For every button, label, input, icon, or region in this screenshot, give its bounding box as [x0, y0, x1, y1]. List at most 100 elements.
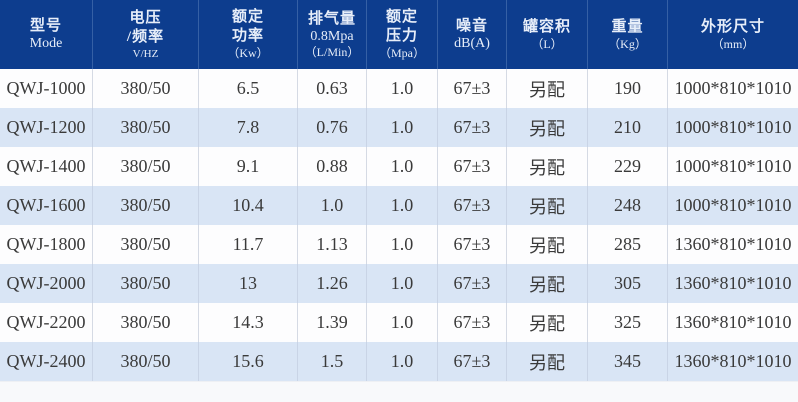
table-cell: 345	[588, 342, 668, 381]
header-line: 排气量	[307, 10, 356, 27]
table-cell: 67±3	[438, 264, 507, 303]
table-cell: 67±3	[438, 303, 507, 342]
table-header-row: 型号 Mode 电压/频率 V/HZ 额定 功率 （Kw） 排气量 0.8Mpa （L/Min）额…	[0, 0, 798, 69]
table-cell: 380/50	[93, 147, 199, 186]
table-cell: 另配	[507, 108, 588, 147]
table-cell: 另配	[507, 69, 588, 108]
table-cell: 另配	[507, 303, 588, 342]
table-cell: 1000*810*1010	[674, 195, 792, 215]
table-cell: 380/50	[93, 186, 199, 225]
table-row: QWJ-1000 380/50 6.5 0.63 1.0 67±3 另配 190 1000*81…	[0, 69, 798, 108]
header-line: （L/Min）	[304, 44, 360, 59]
table-cell: 285	[588, 225, 668, 264]
header-line: （Kw）	[227, 46, 269, 60]
table-cell: 另配	[507, 186, 588, 225]
table-cell: 1360*810*1010	[674, 351, 792, 371]
header-line: （Mpa）	[379, 46, 425, 60]
table-cell: QWJ-2200	[0, 303, 93, 342]
table-cell: 0.76	[298, 108, 367, 147]
header-line: （mm）	[711, 36, 755, 51]
table-cell: 7.8	[199, 108, 298, 147]
table-row: QWJ-1800 380/50 11.7 1.13 1.0 67±3 另配 285 1360*8…	[0, 225, 798, 264]
table-cell: 1.13	[298, 225, 367, 264]
table-cell: QWJ-1400	[0, 147, 93, 186]
table-cell: 14.3	[199, 303, 298, 342]
header-line: 罐容积	[522, 18, 571, 35]
table-cell: 1360*810*1010	[674, 273, 792, 293]
column-header-model: 型号 Mode	[0, 0, 93, 69]
table-cell: 380/50	[93, 225, 199, 264]
column-header-noise: 噪音 dB(A)	[438, 0, 507, 69]
table-cell: QWJ-1000	[0, 69, 93, 108]
table-cell: 305	[588, 264, 668, 303]
table-cell: 另配	[507, 147, 588, 186]
table-cell: QWJ-2400	[0, 342, 93, 381]
table-cell: 1.0	[367, 69, 438, 108]
table-cell: 1000*810*1010	[674, 78, 792, 98]
header-line: 电压	[129, 9, 162, 26]
table-cell: 67±3	[438, 69, 507, 108]
table-cell: 1.0	[367, 264, 438, 303]
header-line: 额定	[231, 9, 264, 25]
header-line: （L）	[531, 36, 563, 51]
table-row: QWJ-1400 380/50 9.1 0.88 1.0 67±3 另配 229 1000*81…	[0, 147, 798, 186]
table-cell: 0.63	[298, 69, 367, 108]
table-cell: 另配	[507, 264, 588, 303]
column-header-voltage-frequency: 电压/频率 V/HZ	[93, 0, 199, 69]
table-cell: QWJ-1200	[0, 108, 93, 147]
table-row: QWJ-1600 380/50 10.4 1.0 1.0 67±3 另配 248 1000*81…	[0, 186, 798, 225]
table-cell: 1.0	[367, 147, 438, 186]
table-cell: 229	[588, 147, 668, 186]
table-cell: 67±3	[438, 342, 507, 381]
header-line: （Kg）	[608, 36, 647, 51]
header-line: 0.8Mpa	[310, 28, 354, 44]
header-line: 重量	[611, 18, 644, 35]
table-cell: 1.0	[298, 186, 367, 225]
table-row: QWJ-2200 380/50 14.3 1.39 1.0 67±3 另配 325 1360*8…	[0, 303, 798, 342]
column-header-rated-pressure: 额定压力 （Mpa）	[367, 0, 438, 69]
table-cell: 1.5	[298, 342, 367, 381]
header-line: Mode	[29, 36, 63, 51]
table-cell: 9.1	[199, 147, 298, 186]
table-body: QWJ-1000 380/50 6.5 0.63 1.0 67±3 另配 190 1000*81…	[0, 69, 798, 381]
column-header-air-displacement: 排气量 0.8Mpa （L/Min）	[298, 0, 367, 69]
table-cell: 325	[588, 303, 668, 342]
column-header-rated-power: 额定 功率 （Kw）	[199, 0, 298, 69]
table-cell: 11.7	[199, 225, 298, 264]
table-cell: 1360*810*1010	[674, 312, 792, 332]
table-row: QWJ-1200 380/50 7.8 0.76 1.0 67±3 另配 210 1000*81…	[0, 108, 798, 147]
header-line: 噪音	[455, 18, 488, 34]
header-line: /频率	[126, 28, 165, 45]
header-line: 压力	[385, 28, 418, 44]
table-cell: 1.39	[298, 303, 367, 342]
table-row: QWJ-2400 380/50 15.6 1.5 1.0 67±3 另配 345 1360*81…	[0, 342, 798, 381]
header-line: 额定	[385, 9, 418, 25]
table-cell: 380/50	[93, 264, 199, 303]
table-cell: 1000*810*1010	[674, 117, 792, 137]
table-cell: 380/50	[93, 69, 199, 108]
table-cell: 210	[588, 108, 668, 147]
table-cell: QWJ-2000	[0, 264, 93, 303]
table-cell: 380/50	[93, 108, 199, 147]
table-cell: 13	[199, 264, 298, 303]
table-cell: 380/50	[93, 342, 199, 381]
table-cell: QWJ-1800	[0, 225, 93, 264]
table-cell: 248	[588, 186, 668, 225]
footer-strip	[0, 381, 798, 402]
column-header-weight: 重量 （Kg）	[588, 0, 668, 69]
table-cell: 67±3	[438, 108, 507, 147]
header-line: dB(A)	[454, 36, 490, 51]
table-cell: 1.0	[367, 303, 438, 342]
table-cell: 380/50	[93, 303, 199, 342]
header-line: 型号	[29, 18, 62, 34]
table-cell: 0.88	[298, 147, 367, 186]
table-cell: 67±3	[438, 186, 507, 225]
table-cell: 另配	[507, 342, 588, 381]
column-header-tank-volume: 罐容积 （L）	[507, 0, 588, 69]
table-cell: 1.0	[367, 225, 438, 264]
column-header-dimensions: 外形尺寸 （mm）	[668, 0, 798, 69]
table-cell: 67±3	[438, 147, 507, 186]
header-line: V/HZ	[132, 47, 159, 60]
table-cell: 1000*810*1010	[674, 156, 792, 176]
